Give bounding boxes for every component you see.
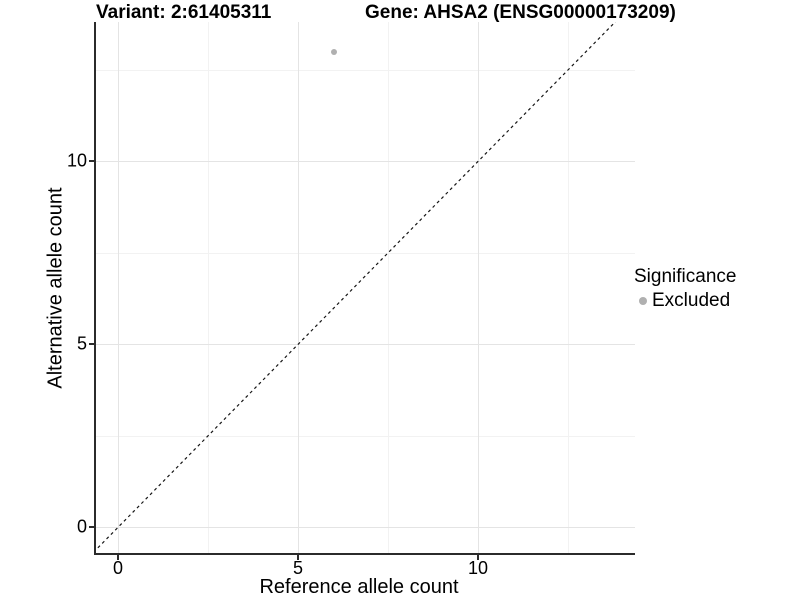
x-axis-tick-label: 10 <box>468 558 489 578</box>
gridline-minor-vertical <box>207 22 209 553</box>
y-axis-title: Alternative allele count <box>44 187 67 389</box>
x-axis-tick-label: 5 <box>292 558 303 578</box>
y-axis-tick-label: 5 <box>76 333 87 354</box>
y-axis-tick-label: 0 <box>76 516 87 537</box>
gridline-major-horizontal <box>96 161 635 163</box>
gridline-major-horizontal <box>96 527 635 529</box>
y-axis-tick-mark <box>89 160 94 163</box>
legend-item-label: Excluded <box>652 290 731 311</box>
gridline-major-vertical <box>478 22 480 553</box>
y-axis-line <box>94 22 96 555</box>
gridline-minor-horizontal <box>96 435 635 437</box>
x-axis-tick-mark <box>296 555 299 560</box>
legend-key-dot-icon <box>639 296 647 305</box>
x-axis-tick-label: 0 <box>112 558 123 578</box>
y-axis-tick-mark <box>89 343 94 346</box>
plot-title-variant: Variant: 2:61405311 <box>96 2 272 23</box>
gridline-major-vertical <box>297 22 299 553</box>
gridline-major-vertical <box>117 22 119 553</box>
data-point <box>330 48 337 55</box>
x-axis-tick-mark <box>116 555 119 560</box>
plot-title-gene: Gene: AHSA2 (ENSG00000173209) <box>365 2 676 23</box>
x-axis-tick-mark <box>477 555 480 560</box>
gridline-minor-vertical <box>568 22 570 553</box>
legend-item-excluded: Excluded <box>634 290 736 311</box>
identity-dashed-line <box>96 22 617 551</box>
gridline-minor-horizontal <box>96 252 635 254</box>
y-axis-tick-mark <box>89 526 94 529</box>
x-axis-line <box>94 553 635 555</box>
plot-panel <box>96 22 635 553</box>
y-axis-tick-label: 10 <box>66 150 87 171</box>
legend: Significance Excluded <box>634 265 736 311</box>
x-axis-title: Reference allele count <box>259 576 459 598</box>
gridline-major-horizontal <box>96 344 635 346</box>
legend-title: Significance <box>634 266 737 287</box>
gridline-minor-horizontal <box>96 69 635 71</box>
gridline-minor-vertical <box>388 22 389 553</box>
